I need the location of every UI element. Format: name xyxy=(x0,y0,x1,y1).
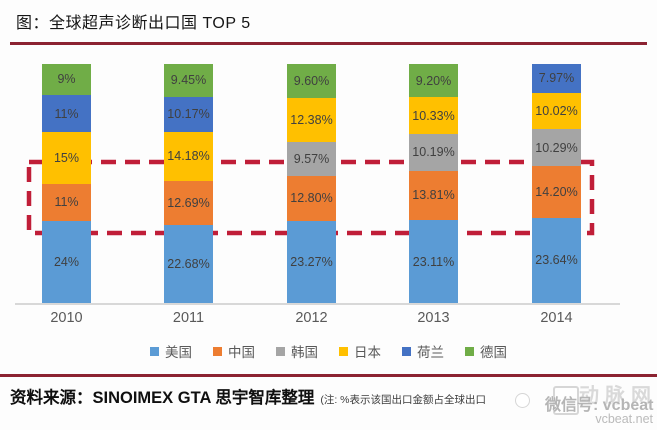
legend-swatch-icon xyxy=(402,346,411,356)
bar-segment-2013-中国: 13.81% xyxy=(409,170,458,221)
bar-segment-2011-日本: 14.18% xyxy=(164,131,213,181)
segment-value-label: 12.69% xyxy=(167,195,210,210)
source-text: 资料来源：SINOIMEX GTA 思宇智库整理 xyxy=(10,389,315,407)
segment-value-label: 9.45% xyxy=(170,73,207,88)
bar-segment-2012-韩国: 9.57% xyxy=(287,141,336,176)
segment-value-label: 23.64% xyxy=(535,253,578,268)
segment-value-label: 11% xyxy=(54,195,79,210)
segment-value-label: 23.11% xyxy=(412,254,455,269)
segment-value-label: 10.29% xyxy=(535,140,578,155)
segment-value-label: 9% xyxy=(57,72,76,87)
segment-value-label: 9.20% xyxy=(415,73,452,88)
segment-value-label: 10.02% xyxy=(535,103,578,118)
bar-segment-2014-日本: 10.02% xyxy=(532,92,581,130)
stacked-bar-2014: 7.97% 10.02% 10.29% 14.20% 23.64% xyxy=(532,64,581,303)
bar-segment-2014-中国: 14.20% xyxy=(532,166,581,218)
x-axis-label-2014: 2014 xyxy=(540,310,573,326)
footer: 资料来源：SINOIMEX GTA 思宇智库整理 (注: %表示该国出口金额占全… xyxy=(10,384,655,408)
legend-label: 德国 xyxy=(480,345,507,360)
segment-value-label: 12.80% xyxy=(290,191,333,206)
legend-label: 日本 xyxy=(354,345,381,360)
vcbeat-logo-icon xyxy=(553,386,579,415)
legend-swatch-icon xyxy=(150,346,159,356)
bar-segment-2010-中国: 11% xyxy=(42,183,91,222)
legend-label: 美国 xyxy=(165,345,192,360)
figure-title: 图：全球超声诊断出口国 TOP 5 xyxy=(16,15,251,32)
legend-item-中国: 中国 xyxy=(213,341,255,361)
watermark-circle-icon xyxy=(515,393,530,408)
segment-value-label: 14.18% xyxy=(167,149,210,164)
footnote-text: (注: %表示该国出口金额占全球出口 xyxy=(320,394,487,406)
bar-segment-2012-美国: 23.27% xyxy=(287,220,336,303)
bar-segment-2011-美国: 22.68% xyxy=(164,224,213,303)
segment-value-label: 7.97% xyxy=(538,71,575,86)
bar-segment-2014-韩国: 10.29% xyxy=(532,129,581,167)
bar-segment-2011-荷兰: 10.17% xyxy=(164,96,213,132)
legend-swatch-icon xyxy=(276,346,285,356)
bar-segment-2013-德国: 9.20% xyxy=(409,64,458,98)
bar-segment-2011-德国: 9.45% xyxy=(164,64,213,97)
stacked-bar-2013: 9.20% 10.33% 10.19% 13.81% 23.11% xyxy=(409,64,458,303)
segment-value-label: 11% xyxy=(54,106,79,121)
legend-swatch-icon xyxy=(213,346,222,356)
x-axis-label-2010: 2010 xyxy=(50,310,83,326)
bar-segment-2012-德国: 9.60% xyxy=(287,64,336,99)
segment-value-label: 12.38% xyxy=(290,112,333,127)
bar-segment-2010-日本: 15% xyxy=(42,132,91,184)
legend-item-美国: 美国 xyxy=(150,341,192,361)
legend-label: 荷兰 xyxy=(417,345,444,360)
bar-segment-2010-美国: 24% xyxy=(42,221,91,303)
segment-value-label: 15% xyxy=(53,150,80,165)
stacked-bar-2012: 9.60% 12.38% 9.57% 12.80% 23.27% xyxy=(287,64,336,303)
legend-item-德国: 德国 xyxy=(465,341,507,361)
bar-segment-2014-美国: 23.64% xyxy=(532,217,581,303)
segment-value-label: 22.68% xyxy=(167,256,210,271)
bar-segment-2014-荷兰: 7.97% xyxy=(532,64,581,93)
bar-segment-2013-日本: 10.33% xyxy=(409,97,458,135)
x-axis-label-2011: 2011 xyxy=(172,310,205,326)
x-axis-line xyxy=(15,303,620,305)
stacked-bar-2011: 9.45% 10.17% 14.18% 12.69% 22.68% xyxy=(164,64,213,303)
segment-value-label: 10.19% xyxy=(412,145,455,160)
legend-item-荷兰: 荷兰 xyxy=(402,341,444,361)
x-axis-label-2013: 2013 xyxy=(417,310,450,326)
x-axis-label-2012: 2012 xyxy=(295,310,328,326)
segment-value-label: 10.17% xyxy=(167,107,210,122)
legend-item-日本: 日本 xyxy=(339,341,381,361)
bar-segment-2010-德国: 9% xyxy=(42,64,91,95)
legend-label: 中国 xyxy=(228,345,255,360)
watermark-wechat-text: 微信号: vcbeat xyxy=(545,397,654,414)
watermark-brand-text: 动脉网 xyxy=(579,385,657,407)
legend-label: 韩国 xyxy=(291,345,318,360)
segment-value-label: 10.33% xyxy=(412,108,455,123)
bar-segment-2012-中国: 12.80% xyxy=(287,175,336,221)
segment-value-label: 13.81% xyxy=(412,188,455,203)
legend-swatch-icon xyxy=(465,346,474,356)
segment-value-label: 23.27% xyxy=(290,254,333,269)
watermark-site-text: vcbeat.net xyxy=(595,412,653,426)
bottom-divider-line xyxy=(0,374,657,377)
top-divider-line xyxy=(10,42,647,45)
bar-segment-2010-荷兰: 11% xyxy=(42,94,91,133)
chart-area: 9% 11% 15% 11% 24% 2010 9.45% 10.17% 14.18% 12.69… xyxy=(0,50,657,340)
segment-value-label: 9.60% xyxy=(293,74,330,89)
legend-item-韩国: 韩国 xyxy=(276,341,318,361)
stacked-bar-2010: 9% 11% 15% 11% 24% xyxy=(42,64,91,303)
bar-segment-2011-中国: 12.69% xyxy=(164,180,213,225)
segment-value-label: 24% xyxy=(53,255,80,270)
chart-legend: 美国 中国 韩国 日本 荷兰 德国 xyxy=(0,341,657,361)
bar-segment-2013-美国: 23.11% xyxy=(409,220,458,303)
bar-segment-2013-韩国: 10.19% xyxy=(409,134,458,171)
segment-value-label: 14.20% xyxy=(535,184,578,199)
bar-segment-2012-日本: 12.38% xyxy=(287,98,336,142)
segment-value-label: 9.57% xyxy=(293,151,330,166)
vcbeat-watermark: 动脉网 微信号: vcbeat vcbeat.net xyxy=(505,376,657,430)
legend-swatch-icon xyxy=(339,346,348,356)
